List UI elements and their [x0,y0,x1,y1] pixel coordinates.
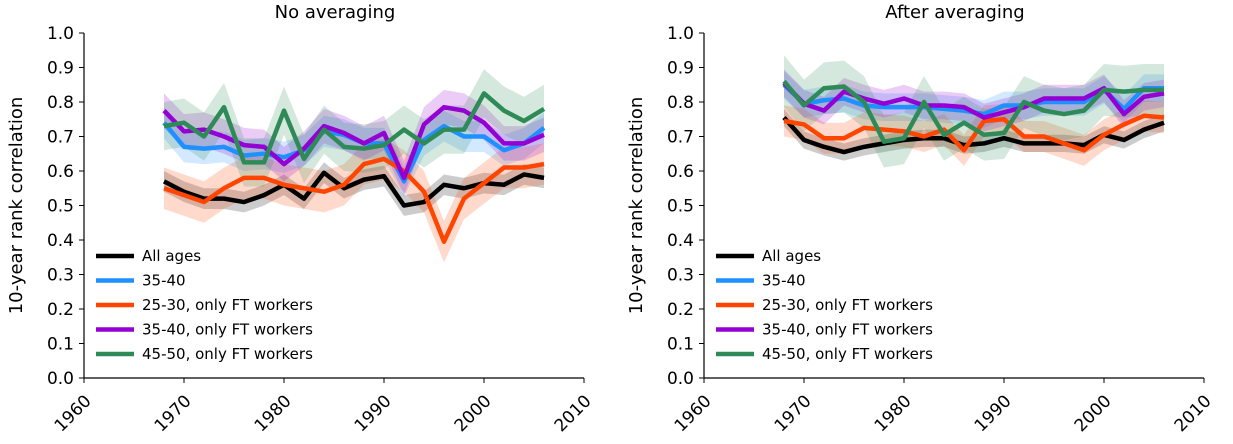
y-tick-label: 0.9 [667,59,694,79]
chart-panel-no-averaging: No averaging 10-year rank correlation 0.0 0… [6,2,596,436]
y-tick-label: 0.7 [47,128,74,148]
y-tick-label: 0.5 [667,197,694,217]
y-tick-label: 1.0 [667,24,694,44]
series-line-35-40-only-ft-workers [782,81,1165,120]
y-tick-label: 0.1 [47,335,74,355]
y-tick-label: 0.7 [667,128,694,148]
y-axis-label: 10-year rank correlation [626,97,647,315]
confidence-band-45-50-only-ft-workers [164,69,544,187]
x-tick-label: 2000 [1071,391,1116,436]
confidence-band-35-40-only-ft-workers [784,69,1164,132]
x-tick-label: 1980 [251,391,296,436]
x-tick-label: 2010 [1171,391,1216,436]
y-tick-label: 0.3 [47,266,74,286]
chart-panel-after-averaging: After averaging 10-year rank correlation 0… [626,2,1216,436]
y-tick-label: 0.9 [47,59,74,79]
confidence-band-all-ages [784,108,1164,161]
y-tick-label: 0.0 [47,369,74,389]
x-tick-label: 1980 [871,391,916,436]
y-tick-label: 0.8 [47,93,74,113]
chart-title: No averaging [275,2,396,23]
y-tick-label: 0.6 [667,162,694,182]
x-tick-label: 1970 [771,391,816,436]
legend-label-25-30-only-ft-workers: 25-30, only FT workers [142,296,313,314]
series-line-25-30-only-ft-workers [783,113,1165,153]
x-tick-label: 2000 [451,391,496,436]
series-line-35-40-only-ft-workers [162,104,545,181]
legend-label-45-50-only-ft-workers: 45-50, only FT workers [762,345,933,363]
y-axis-label: 10-year rank correlation [6,97,27,315]
x-tick-label: 1990 [971,391,1016,436]
y-tick-label: 0.4 [667,231,694,251]
x-tick-label: 2010 [551,391,596,436]
x-tick-label: 1960 [671,391,716,436]
x-tick-label: 1970 [151,391,196,436]
series-line-45-50-only-ft-workers [782,79,1164,144]
y-tick-label: 0.8 [667,93,694,113]
confidence-band-all-ages [164,162,544,216]
y-tick-label: 0.3 [667,266,694,286]
legend-label-all-ages: All ages [762,247,821,265]
y-tick-label: 0.6 [47,162,74,182]
y-tick-label: 0.5 [47,197,74,217]
legend-label-45-50-only-ft-workers: 45-50, only FT workers [142,345,313,363]
x-tick-label: 1960 [51,391,96,436]
chart-title: After averaging [885,2,1024,23]
y-tick-label: 0.2 [667,300,694,320]
y-tick-label: 0.0 [667,369,694,389]
y-tick-label: 1.0 [47,24,74,44]
y-tick-label: 0.1 [667,335,694,355]
y-tick-label: 0.4 [47,231,74,251]
x-tick-label: 1990 [351,391,396,436]
legend-label-35-40-only-ft-workers: 35-40, only FT workers [762,321,933,339]
series-line-45-50-only-ft-workers [163,91,546,165]
legend-label-35-40: 35-40 [142,272,186,290]
series-line-25-30-only-ft-workers [163,156,545,244]
legend-label-all-ages: All ages [142,247,201,265]
legend-label-35-40-only-ft-workers: 35-40, only FT workers [142,321,313,339]
confidence-band-35-40-only-ft-workers [164,89,544,196]
legend-label-35-40: 35-40 [762,272,806,290]
legend-label-25-30-only-ft-workers: 25-30, only FT workers [762,296,933,314]
y-tick-label: 0.2 [47,300,74,320]
